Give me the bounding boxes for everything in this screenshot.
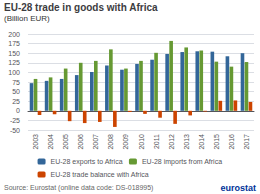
svg-text:2014: 2014: [198, 134, 205, 150]
svg-text:125: 125: [8, 59, 20, 66]
svg-text:2016: 2016: [228, 134, 235, 150]
svg-text:EU-28 trade balance with Afric: EU-28 trade balance with Africa: [51, 171, 149, 178]
svg-text:2009: 2009: [122, 134, 129, 150]
svg-text:150: 150: [8, 50, 20, 57]
svg-text:2012: 2012: [168, 134, 175, 150]
svg-text:Source: Eurostat (online data: Source: Eurostat (online data code: DS-0…: [4, 184, 153, 192]
svg-text:2013: 2013: [183, 134, 190, 150]
svg-text:0: 0: [16, 107, 20, 114]
svg-text:2015: 2015: [213, 134, 220, 150]
svg-text:2011: 2011: [153, 134, 160, 149]
svg-text:2017: 2017: [243, 134, 250, 150]
svg-text:(Billion EUR): (Billion EUR): [4, 14, 50, 23]
svg-text:2010: 2010: [138, 134, 145, 150]
svg-text:200: 200: [8, 31, 20, 38]
svg-text:2005: 2005: [62, 134, 69, 150]
svg-text:EU-28 trade in goods with Afri: EU-28 trade in goods with Africa: [4, 2, 158, 13]
svg-text:75: 75: [12, 79, 20, 86]
svg-text:175: 175: [8, 40, 20, 47]
svg-text:2006: 2006: [77, 134, 84, 150]
svg-text:2007: 2007: [92, 134, 99, 150]
svg-text:EU-28 exports to Africa: EU-28 exports to Africa: [51, 158, 123, 166]
svg-text:2004: 2004: [47, 134, 54, 150]
svg-text:2008: 2008: [107, 134, 114, 150]
svg-text:25: 25: [12, 98, 20, 105]
svg-text:100: 100: [8, 69, 20, 76]
svg-text:EU-28 imports from Africa: EU-28 imports from Africa: [142, 158, 222, 166]
svg-text:50: 50: [12, 88, 20, 95]
svg-text:-50: -50: [10, 127, 20, 134]
svg-text:-25: -25: [10, 117, 20, 124]
svg-text:eurostat: eurostat: [220, 183, 256, 193]
svg-text:2003: 2003: [32, 134, 39, 150]
